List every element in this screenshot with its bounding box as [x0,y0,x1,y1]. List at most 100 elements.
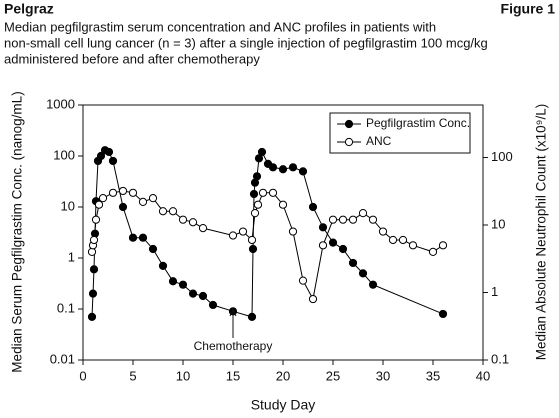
data-point [208,300,218,310]
x-tick-label: 30 [376,368,390,383]
y-tick-label: 0.01 [50,351,75,366]
data-point [148,194,158,203]
annotation: Chemotherapy [194,339,273,353]
data-point [358,269,368,278]
data-point [348,258,358,268]
data-point [252,172,262,181]
data-point [98,194,108,203]
data-point [248,244,258,254]
data-point [247,312,257,321]
data-point [408,241,418,250]
data-point [178,280,188,289]
y2-tick-label: 100 [491,149,513,164]
data-point [278,200,288,209]
data-point [268,163,278,172]
y2-tick-label: 0.1 [491,351,509,366]
y-tick-label: 100 [53,147,75,162]
data-point [398,235,408,245]
data-point [247,235,257,245]
data-point [253,200,263,209]
subtitle-line: Median pegfilgrastim serum concentration… [4,19,436,34]
y2-axis-label: Median Absolute Neutrophil Count (x10⁹/L… [534,104,549,360]
data-point [368,215,378,224]
data-point [88,289,98,298]
data-point [87,312,97,321]
data-point [198,224,208,233]
data-point [428,247,438,256]
data-point [278,165,288,174]
data-point [348,215,358,224]
series-line [91,149,444,318]
data-point [158,261,168,270]
data-point [249,189,259,199]
data-point [258,188,268,197]
data-point [118,186,128,196]
data-point [298,276,308,285]
data-point [104,147,114,157]
legend-label: ANC [366,134,392,148]
data-point [128,188,138,197]
x-tick-label: 35 [426,368,440,383]
x-tick-label: 10 [176,368,190,383]
data-point [168,207,178,216]
legend-label: Pegfilgrastim Conc. [366,116,470,130]
data-point [108,156,118,166]
x-tick-label: 15 [226,368,240,383]
data-point [228,231,238,240]
data-point [89,235,99,245]
data-point [438,309,448,319]
data-point [328,238,338,247]
data-point [250,209,260,218]
x-tick-label: 25 [326,368,340,383]
data-point [288,227,298,236]
data-point [378,227,388,236]
figure-label: Figure 1 [501,1,556,17]
data-point [148,244,158,254]
data-point [288,163,298,172]
data-point [268,188,278,197]
x-tick-label: 0 [79,368,86,383]
data-point [108,188,118,197]
data-point [178,215,188,224]
y-tick-label: 0.1 [57,300,75,315]
subtitle-line: non-small cell lung cancer (n = 3) after… [4,35,488,50]
subtitle-line: administered before and after chemothera… [4,51,260,66]
data-point [91,215,101,224]
data-point [238,227,248,236]
data-point [388,235,398,245]
annotation-arrowhead [229,307,237,317]
data-point [158,207,168,216]
data-point [89,265,99,274]
x-tick-label: 40 [476,368,490,383]
data-point [338,244,348,254]
data-point [438,241,448,250]
data-point [138,233,148,242]
data-point [308,294,318,304]
data-point [328,215,338,224]
y-axis-label: Median Serum Pegfilgrastim Conc. (nanog/… [10,91,25,372]
x-tick-label: 20 [276,368,290,383]
data-point [318,223,328,232]
data-point [338,215,348,224]
data-point [94,200,104,209]
data-point [128,233,138,242]
legend-box [329,112,471,154]
data-point [368,280,378,289]
legend-marker [344,119,354,129]
data-point [318,241,328,250]
data-point [168,277,178,286]
y-tick-label: 1 [68,249,75,264]
data-point [96,151,106,161]
chart-title: Pelgraz [4,1,54,17]
data-point [198,291,208,301]
data-point [138,197,148,207]
data-point [87,247,97,256]
y2-tick-label: 1 [491,284,498,299]
data-point [257,147,267,157]
x-tick-label: 5 [129,368,136,383]
data-point [188,289,198,298]
data-point [188,218,198,227]
y-tick-label: 1000 [46,96,75,111]
y-tick-label: 10 [61,198,75,213]
